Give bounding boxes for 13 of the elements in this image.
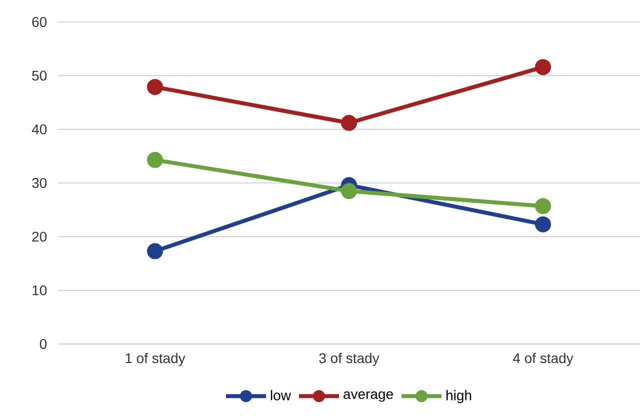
x-tick-label: 1 of stady: [126, 352, 186, 366]
legend-label: average: [344, 391, 393, 402]
x-tick-label: 3 of stady: [319, 352, 380, 366]
y-tick-label: 50: [32, 70, 47, 81]
legend-label: high: [446, 390, 472, 404]
y-tick-label: 30: [32, 178, 47, 188]
y-tick-label: 40: [32, 124, 47, 134]
x-tick-label: 4 of stady: [512, 352, 574, 366]
y-tick-label: 0: [40, 339, 47, 349]
y-tick-label: 60: [32, 17, 47, 27]
y-tick-label: 10: [32, 285, 47, 296]
y-tick-label: 20: [32, 232, 47, 242]
legend-label: low: [270, 390, 292, 400]
